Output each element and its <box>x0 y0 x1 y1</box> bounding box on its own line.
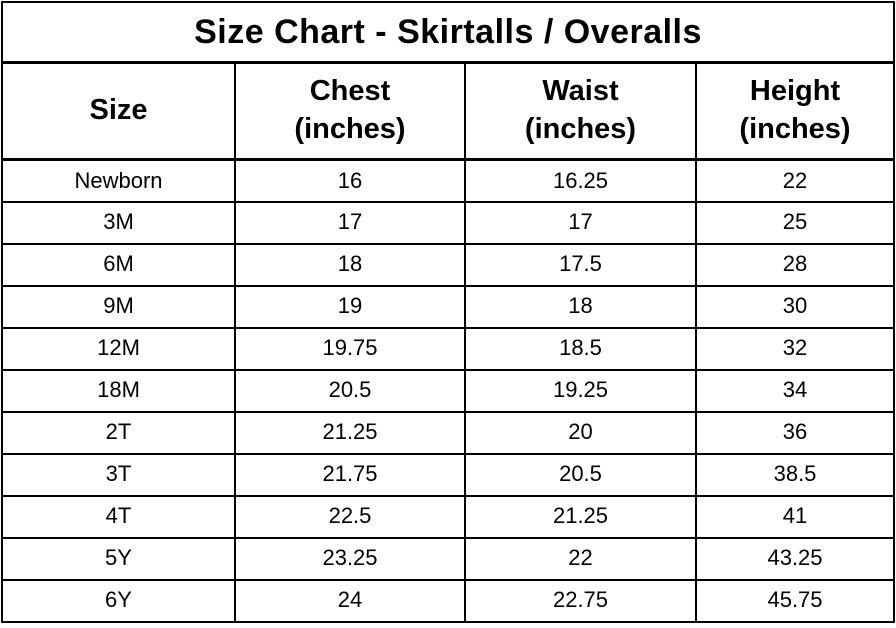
column-header-chest: Chest (inches) <box>234 61 466 161</box>
cell-chest: 17 <box>234 200 466 245</box>
table-row: 5Y 23.25 22 43.25 <box>1 536 896 581</box>
cell-chest: 21.75 <box>234 452 466 497</box>
table-row: 3T 21.75 20.5 38.5 <box>1 452 896 497</box>
title-row: Size Chart - Skirtalls / Overalls <box>0 1 896 64</box>
table-row: 6Y 24 22.75 45.75 <box>1 578 896 623</box>
column-header-waist: Waist (inches) <box>464 61 697 161</box>
cell-chest: 20.5 <box>234 368 466 413</box>
table-row: 12M 19.75 18.5 32 <box>1 326 896 371</box>
cell-size: 9M <box>1 284 236 329</box>
cell-size: 3M <box>1 200 236 245</box>
cell-chest: 19 <box>234 284 466 329</box>
cell-size: Newborn <box>1 158 236 203</box>
header-row: Size Chest (inches) Waist (inches) Heigh… <box>1 61 896 161</box>
cell-waist: 20.5 <box>464 452 697 497</box>
cell-waist: 20 <box>464 410 697 455</box>
cell-height: 34 <box>694 368 896 413</box>
cell-height: 43.25 <box>694 536 896 581</box>
cell-chest: 21.25 <box>234 410 466 455</box>
cell-height: 38.5 <box>694 452 896 497</box>
cell-height: 32 <box>694 326 896 371</box>
table-title: Size Chart - Skirtalls / Overalls <box>0 1 896 64</box>
cell-size: 3T <box>1 452 236 497</box>
cell-waist: 22.75 <box>464 578 697 623</box>
cell-size: 6M <box>1 242 236 287</box>
table-row: 9M 19 18 30 <box>1 284 896 329</box>
cell-height: 25 <box>694 200 896 245</box>
table-row: 18M 20.5 19.25 34 <box>1 368 896 413</box>
cell-waist: 17 <box>464 200 697 245</box>
table-row: 3M 17 17 25 <box>1 200 896 245</box>
table-row: Newborn 16 16.25 22 <box>1 158 896 203</box>
cell-chest: 24 <box>234 578 466 623</box>
cell-height: 22 <box>694 158 896 203</box>
cell-height: 41 <box>694 494 896 539</box>
cell-height: 28 <box>694 242 896 287</box>
table-row: 2T 21.25 20 36 <box>1 410 896 455</box>
column-header-height: Height (inches) <box>694 61 896 161</box>
cell-size: 4T <box>1 494 236 539</box>
cell-waist: 22 <box>464 536 697 581</box>
cell-waist: 17.5 <box>464 242 697 287</box>
cell-height: 45.75 <box>694 578 896 623</box>
cell-chest: 16 <box>234 158 466 203</box>
cell-waist: 21.25 <box>464 494 697 539</box>
cell-chest: 22.5 <box>234 494 466 539</box>
cell-chest: 23.25 <box>234 536 466 581</box>
cell-waist: 19.25 <box>464 368 697 413</box>
cell-chest: 19.75 <box>234 326 466 371</box>
table-body: Newborn 16 16.25 22 3M 17 17 25 6M 18 17.5 28 9M 19 18… <box>1 158 896 623</box>
column-header-size: Size <box>1 61 236 161</box>
cell-height: 36 <box>694 410 896 455</box>
table-row: 6M 18 17.5 28 <box>1 242 896 287</box>
cell-size: 12M <box>1 326 236 371</box>
cell-height: 30 <box>694 284 896 329</box>
table-row: 4T 22.5 21.25 41 <box>1 494 896 539</box>
cell-waist: 18.5 <box>464 326 697 371</box>
cell-size: 5Y <box>1 536 236 581</box>
cell-waist: 18 <box>464 284 697 329</box>
cell-chest: 18 <box>234 242 466 287</box>
cell-size: 2T <box>1 410 236 455</box>
cell-size: 6Y <box>1 578 236 623</box>
cell-size: 18M <box>1 368 236 413</box>
cell-waist: 16.25 <box>464 158 697 203</box>
